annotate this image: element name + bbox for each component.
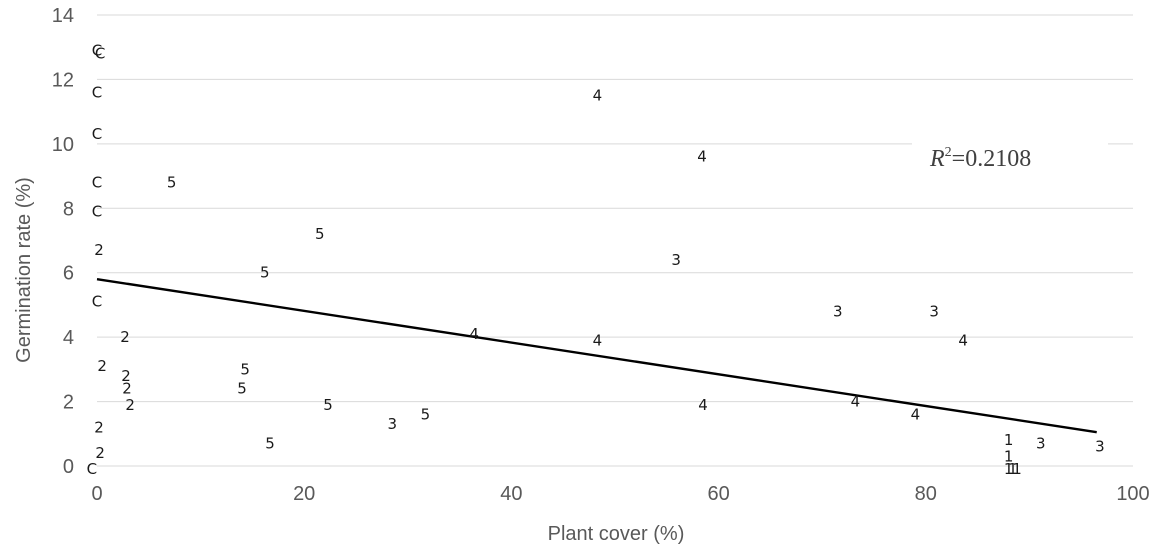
data-point-c: C xyxy=(95,45,105,63)
data-point-4: 4 xyxy=(698,396,708,414)
data-point-5: 5 xyxy=(265,434,275,452)
data-point-5: 5 xyxy=(260,264,270,282)
data-point-1: 1 xyxy=(1004,460,1014,478)
r-squared-label: R2=0.2108 xyxy=(929,145,1031,172)
x-axis-title: Plant cover (%) xyxy=(548,523,685,545)
x-tick-label: 40 xyxy=(500,483,522,505)
data-point-1: 1 xyxy=(1004,447,1014,465)
data-point-c: C xyxy=(92,203,102,221)
data-point-5: 5 xyxy=(167,174,177,192)
gridlines xyxy=(97,14,1133,467)
data-point-4: 4 xyxy=(593,331,603,349)
data-point-c: C xyxy=(92,174,102,192)
x-tick-label: 60 xyxy=(707,483,729,505)
data-point-3: 3 xyxy=(387,415,397,433)
data-point-c: C xyxy=(92,293,102,311)
y-tick-label: 8 xyxy=(63,198,74,220)
data-point-4: 4 xyxy=(469,325,479,343)
y-tick-label: 10 xyxy=(52,134,74,156)
r-squared-exponent: 2 xyxy=(945,145,952,160)
x-tick-label: 80 xyxy=(915,483,937,505)
data-point-c: C xyxy=(92,83,102,101)
data-point-1: 1 xyxy=(1004,431,1014,449)
data-point-3: 3 xyxy=(833,302,843,320)
r-squared-symbol: R xyxy=(929,146,945,172)
r2-label-background xyxy=(912,134,1108,178)
data-point-1: 1 xyxy=(1012,460,1022,478)
data-point-4: 4 xyxy=(958,331,968,349)
data-point-3: 3 xyxy=(1095,438,1105,456)
data-point-3: 3 xyxy=(1036,434,1046,452)
data-point-2: 2 xyxy=(97,357,107,375)
y-axis-title: Germination rate (%) xyxy=(13,177,35,363)
data-point-2: 2 xyxy=(94,241,104,259)
data-point-c: C xyxy=(92,125,102,143)
data-point-5: 5 xyxy=(240,360,250,378)
data-point-2: 2 xyxy=(95,444,105,462)
y-tick-label: 2 xyxy=(63,392,74,414)
x-tick-label: 20 xyxy=(293,483,315,505)
data-point-c: C xyxy=(92,41,102,59)
data-point-5: 5 xyxy=(421,405,431,423)
data-point-1: 1 xyxy=(1008,460,1018,478)
data-point-2: 2 xyxy=(121,367,131,385)
trendline xyxy=(96,277,1097,434)
data-point-c: C xyxy=(87,460,97,478)
data-point-2: 2 xyxy=(125,396,135,414)
data-point-3: 3 xyxy=(671,251,681,269)
x-tick-labels: 0 20 40 60 80 100 xyxy=(91,483,1149,505)
y-tick-label: 12 xyxy=(52,69,74,91)
data-point-2: 2 xyxy=(120,328,130,346)
data-point-3: 3 xyxy=(929,302,939,320)
data-point-4: 4 xyxy=(593,87,603,105)
y-tick-label: 4 xyxy=(63,327,74,349)
data-point-4: 4 xyxy=(911,405,921,423)
y-tick-labels: 0 2 4 6 8 10 12 14 xyxy=(52,5,74,478)
y-tick-label: 0 xyxy=(63,456,74,478)
data-point-2: 2 xyxy=(94,418,104,436)
r-squared-value: =0.2108 xyxy=(952,146,1032,172)
data-point-4: 4 xyxy=(697,148,707,166)
data-point-5: 5 xyxy=(315,225,325,243)
y-tick-label: 6 xyxy=(63,263,74,285)
data-point-2: 2 xyxy=(122,380,132,398)
x-tick-label: 100 xyxy=(1116,483,1149,505)
x-tick-label: 0 xyxy=(91,483,102,505)
data-point-5: 5 xyxy=(323,396,333,414)
data-point-4: 4 xyxy=(851,393,861,411)
y-tick-label: 14 xyxy=(52,5,74,27)
data-point-5: 5 xyxy=(237,380,247,398)
